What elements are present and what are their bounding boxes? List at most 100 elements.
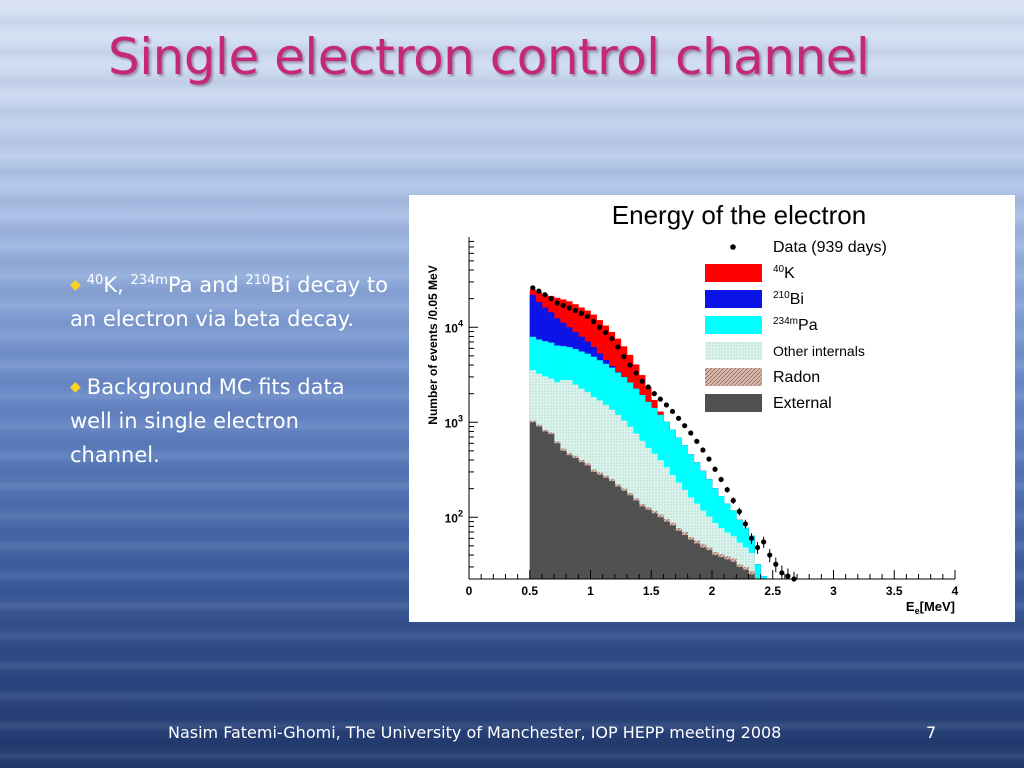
histogram-bar-external — [596, 474, 603, 579]
histogram-bar-external — [687, 539, 695, 579]
data-point — [748, 535, 755, 541]
x-tick-label: 0 — [466, 584, 473, 598]
histogram-bar-external — [730, 561, 737, 579]
data-point — [560, 302, 566, 308]
legend-label-40k: 40K — [773, 264, 795, 282]
legend-label-210bi: 210Bi — [773, 290, 804, 308]
data-point — [651, 391, 657, 397]
diamond-bullet-icon: ◆ — [70, 277, 81, 293]
histogram-bar-external — [651, 513, 658, 579]
data-point — [675, 415, 682, 421]
isotope-name: K, — [103, 273, 131, 297]
x-tick-label: 4 — [952, 584, 959, 598]
data-point — [578, 310, 584, 316]
data-point — [730, 497, 736, 504]
data-point — [530, 285, 536, 291]
data-point — [639, 378, 645, 384]
x-tick-label: 0.5 — [521, 584, 538, 598]
histogram-bar-external — [669, 525, 676, 579]
data-point — [621, 354, 627, 360]
histogram-bar-external — [541, 431, 549, 579]
data-point — [627, 362, 633, 368]
histogram-bar-external — [626, 495, 634, 579]
legend-swatch-external — [705, 394, 762, 412]
legend-label-data-939-days-: Data (939 days) — [773, 239, 887, 256]
legend-swatch-234mpa — [705, 316, 762, 334]
histogram-bar-external — [560, 450, 567, 579]
data-point — [694, 438, 700, 444]
energy-histogram-chart: Energy of the electron 0 0.5 1 1.5 2 2.5 3 3.5 4… — [426, 200, 959, 616]
histogram-bar-external — [699, 547, 707, 579]
histogram-bar-other-internals — [748, 553, 755, 579]
histogram-bar-external — [748, 574, 755, 579]
histogram-bar-external — [590, 471, 597, 579]
histogram-bar-external — [663, 521, 670, 579]
legend-label-other-internals: Other internals — [773, 343, 865, 359]
data-point — [542, 292, 548, 298]
isotope-name: Pa and — [167, 273, 246, 297]
isotope-name: Bi — [270, 273, 291, 297]
data-point — [718, 476, 724, 483]
histogram-bar-external — [602, 477, 610, 579]
histogram-bar-external — [639, 506, 646, 579]
x-tick-label: 1.5 — [643, 584, 660, 598]
legend-label-234mpa: 234mPa — [773, 316, 818, 334]
isotope-mass: 40 — [86, 273, 104, 288]
data-point — [645, 384, 651, 390]
y-tick-label: 102 — [445, 508, 463, 525]
data-point — [536, 288, 542, 294]
data-point — [603, 329, 609, 336]
isotope-mass: 210 — [245, 273, 271, 288]
histogram-bar-external — [535, 426, 543, 579]
page-number: 7 — [926, 723, 937, 742]
histogram-bar-other-internals — [712, 523, 719, 579]
data-point — [609, 335, 615, 342]
footer-credit: Nasim Fatemi-Ghomi, The University of Ma… — [168, 723, 782, 742]
histogram-bar-external — [724, 559, 731, 579]
diamond-bullet-icon: ◆ — [70, 379, 81, 395]
histogram-bar-external — [566, 455, 573, 579]
data-point — [554, 300, 560, 306]
data-point — [597, 324, 603, 330]
legend-label-external: External — [773, 395, 832, 412]
data-point — [767, 552, 773, 558]
histogram-bar-external — [693, 543, 701, 579]
bullet-item-background-fit: ◆ Background MC fits data well in single … — [70, 370, 390, 472]
x-tick-label: 3 — [830, 584, 837, 598]
data-point — [657, 396, 663, 402]
histogram-bar-external — [547, 434, 555, 579]
data-point — [754, 544, 761, 551]
bullet-item-decay: ◆ 40K, 234mPa and 210Bi decay to an elect… — [70, 268, 390, 336]
data-point — [590, 318, 597, 325]
histogram-bar-external — [705, 550, 713, 579]
bullet-text: Background MC fits data well in single e… — [70, 375, 345, 467]
histogram-bar-external — [608, 481, 616, 579]
legend-swatch-40k — [705, 264, 762, 282]
data-point — [706, 456, 712, 462]
data-point — [742, 521, 749, 527]
slide-title: Single electron control channel — [108, 28, 870, 86]
histogram-bar-external — [681, 535, 689, 579]
data-point — [712, 466, 718, 472]
histogram-bar-external — [620, 490, 628, 579]
data-point — [773, 561, 779, 567]
chart-title: Energy of the electron — [612, 200, 866, 230]
data-point — [700, 447, 706, 453]
data-point — [584, 313, 591, 320]
histogram-bar-external — [645, 509, 652, 579]
y-tick-label: 103 — [445, 413, 463, 430]
x-tick-label: 1 — [587, 584, 594, 598]
x-tick-label: 2.5 — [764, 584, 781, 598]
data-point — [572, 307, 578, 314]
data-point — [566, 305, 572, 311]
data-point — [548, 296, 554, 302]
histogram-bar-external — [584, 465, 591, 579]
data-point — [615, 344, 621, 350]
histogram-bar-234mpa — [754, 564, 761, 579]
histogram-bar-other-internals — [742, 547, 749, 579]
data-point — [682, 423, 688, 429]
bullet-list: ◆ 40K, 234mPa and 210Bi decay to an elect… — [70, 268, 390, 506]
histogram-bar-external — [657, 517, 664, 579]
x-tick-label: 3.5 — [886, 584, 903, 598]
y-tick-label: 104 — [445, 318, 463, 335]
